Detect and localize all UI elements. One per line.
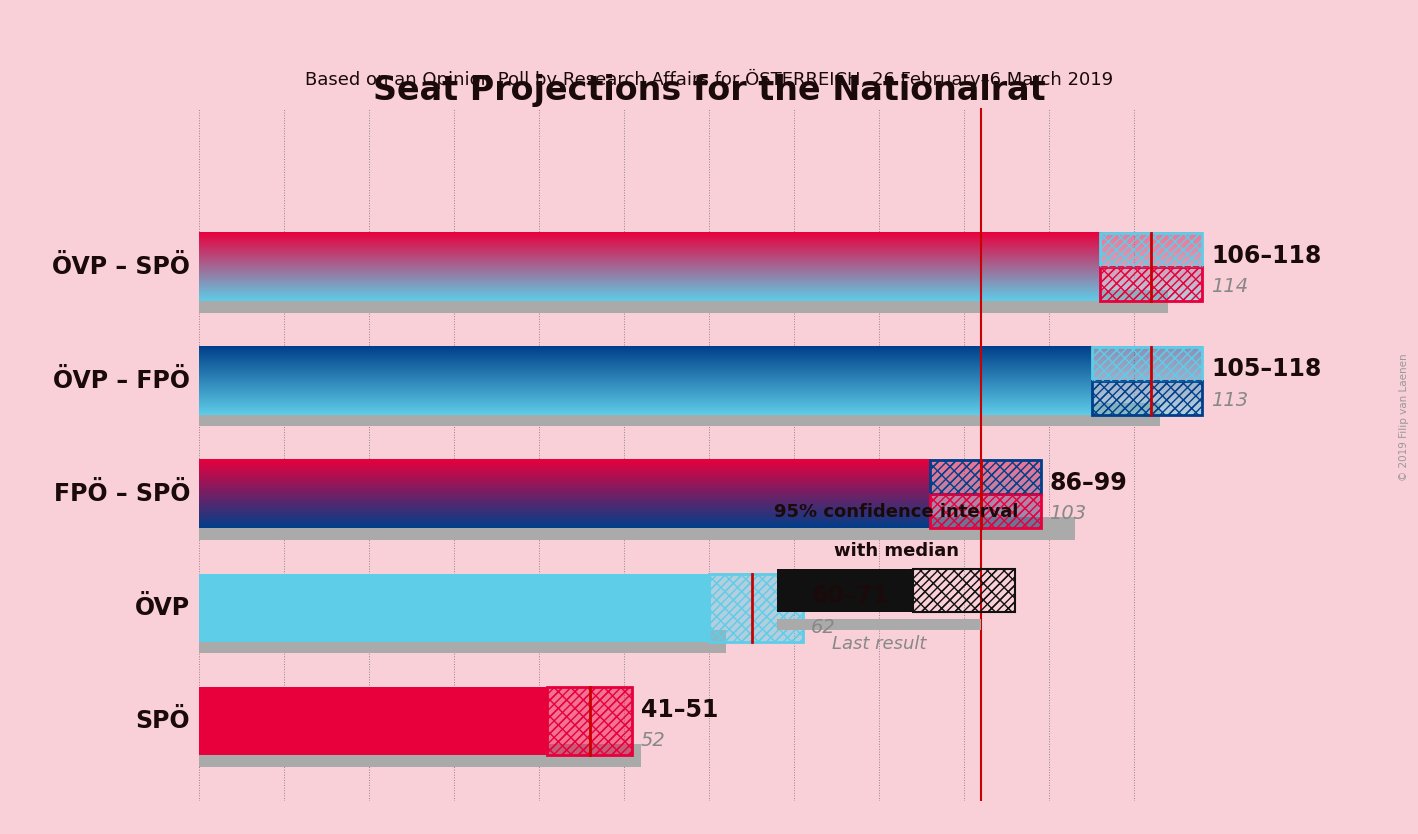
- Bar: [547, 687, 632, 756]
- Bar: [913, 569, 1015, 612]
- Text: Based on an Opinion Poll by Research Affairs for ÖSTERREICH, 26 February–6 March: Based on an Opinion Poll by Research Aff…: [305, 69, 1113, 89]
- Bar: [199, 631, 726, 653]
- Title: Seat Projections for the Nationalrat: Seat Projections for the Nationalrat: [373, 74, 1045, 107]
- Bar: [199, 574, 709, 642]
- Bar: [1100, 234, 1202, 267]
- Bar: [1100, 267, 1202, 301]
- Bar: [777, 619, 981, 631]
- Bar: [547, 687, 632, 756]
- Bar: [930, 460, 1041, 495]
- Text: 103: 103: [1049, 504, 1086, 523]
- Text: 105–118: 105–118: [1211, 358, 1322, 381]
- Text: Last result: Last result: [832, 635, 926, 653]
- Bar: [709, 574, 803, 642]
- Text: 60–71: 60–71: [811, 585, 889, 608]
- Bar: [913, 569, 1015, 612]
- Text: with median: with median: [834, 542, 959, 560]
- Bar: [930, 495, 1041, 528]
- Text: ÖVP – SPÖ: ÖVP – SPÖ: [52, 255, 190, 279]
- Text: 114: 114: [1211, 277, 1248, 296]
- Bar: [199, 744, 641, 766]
- Bar: [199, 290, 1168, 313]
- Text: ÖVP – FPÖ: ÖVP – FPÖ: [52, 369, 190, 393]
- Text: 62: 62: [811, 617, 835, 636]
- Bar: [199, 404, 1160, 426]
- Text: SPÖ: SPÖ: [135, 709, 190, 733]
- Text: 52: 52: [641, 731, 665, 750]
- Text: 95% confidence interval: 95% confidence interval: [774, 504, 1018, 521]
- Bar: [777, 569, 913, 612]
- Bar: [547, 687, 632, 756]
- Bar: [709, 574, 803, 642]
- Bar: [199, 517, 1075, 540]
- Bar: [1092, 381, 1202, 414]
- Bar: [709, 574, 803, 642]
- Text: © 2019 Filip van Laenen: © 2019 Filip van Laenen: [1400, 353, 1409, 481]
- Text: 41–51: 41–51: [641, 698, 719, 722]
- Bar: [1092, 347, 1202, 381]
- Bar: [930, 495, 1041, 528]
- Text: 113: 113: [1211, 390, 1248, 409]
- Text: 106–118: 106–118: [1211, 244, 1322, 268]
- Bar: [1100, 234, 1202, 267]
- Text: FPÖ – SPÖ: FPÖ – SPÖ: [54, 482, 190, 506]
- Bar: [1100, 267, 1202, 301]
- Text: 86–99: 86–99: [1049, 471, 1127, 495]
- Bar: [199, 687, 547, 756]
- Bar: [1092, 381, 1202, 414]
- Bar: [1092, 347, 1202, 381]
- Text: ÖVP: ÖVP: [135, 595, 190, 620]
- Bar: [930, 460, 1041, 495]
